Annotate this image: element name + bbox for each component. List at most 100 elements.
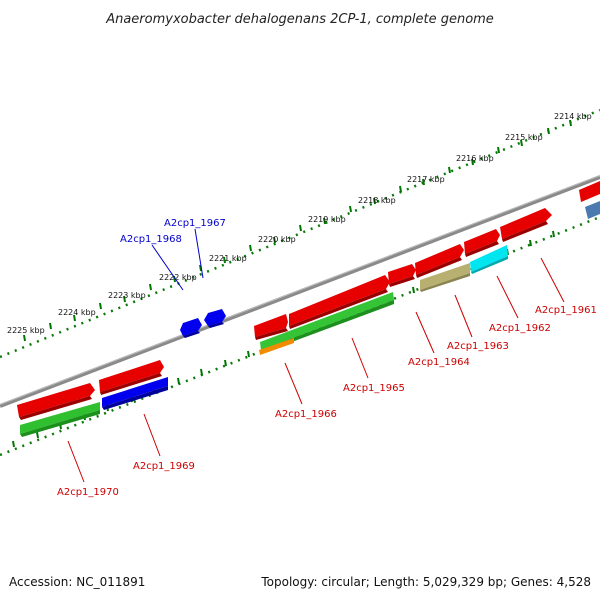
cog-bar-1963-shade bbox=[420, 273, 470, 292]
leader-1965 bbox=[351, 337, 369, 379]
major-tick bbox=[49, 322, 52, 330]
kbp-label: 2225 kbp bbox=[7, 326, 45, 335]
leader-1963 bbox=[454, 294, 473, 338]
leader-1966 bbox=[284, 362, 303, 405]
reverse-genes bbox=[180, 309, 226, 338]
leader-1962 bbox=[496, 275, 519, 319]
major-tick bbox=[23, 334, 26, 342]
genome-backbone bbox=[0, 175, 600, 408]
major-tick bbox=[247, 350, 250, 358]
kbp-label: 2216 kbp bbox=[456, 154, 494, 163]
major-tick bbox=[249, 244, 252, 252]
cog-bar-1962-shade bbox=[471, 256, 508, 274]
gene-label-1966[interactable]: A2cp1_1966 bbox=[275, 409, 337, 420]
gene-label-1967[interactable]: A2cp1_1967 bbox=[164, 218, 226, 229]
gene-arrow-1966[interactable] bbox=[254, 314, 288, 337]
major-tick bbox=[529, 239, 532, 247]
major-tick bbox=[373, 197, 376, 205]
gene-arrow-1965-shade bbox=[289, 289, 388, 329]
leader-1969 bbox=[143, 413, 161, 457]
gene-label-1965[interactable]: A2cp1_1965 bbox=[343, 383, 405, 394]
major-tick bbox=[200, 368, 203, 376]
major-tick bbox=[448, 166, 451, 174]
major-tick bbox=[323, 217, 326, 225]
major-tick bbox=[273, 236, 276, 244]
major-tick bbox=[569, 119, 572, 127]
gene-label-1964[interactable]: A2cp1_1964 bbox=[408, 357, 470, 368]
cog-bar-1969-shade bbox=[102, 386, 168, 410]
major-tick bbox=[399, 185, 402, 193]
gene-arrow-1970[interactable] bbox=[17, 383, 95, 417]
cog-bar-1970-shade bbox=[20, 410, 100, 437]
cog-bar-1966 bbox=[259, 338, 294, 355]
major-tick bbox=[123, 295, 126, 303]
genome-summary-text: Topology: circular; Length: 5,029,329 bp… bbox=[260, 575, 591, 589]
major-tick bbox=[73, 314, 76, 322]
cog-bar-1969 bbox=[102, 377, 168, 407]
gene-arrow-1963-shade bbox=[416, 257, 462, 278]
major-tick bbox=[99, 302, 102, 310]
gene-label-1970[interactable]: A2cp1_1970 bbox=[57, 487, 119, 498]
gene-arrow-1965[interactable] bbox=[289, 275, 390, 326]
kbp-label: 2220 kbp bbox=[258, 235, 296, 244]
leader-1968 bbox=[151, 244, 184, 291]
kbp-label: 2215 kbp bbox=[505, 133, 543, 142]
major-tick bbox=[36, 431, 39, 439]
gene-arrow-1969[interactable] bbox=[99, 360, 164, 392]
gene-arrow-1969-shade bbox=[100, 373, 162, 395]
major-tick bbox=[177, 377, 180, 385]
gene-arrow-1961-shade bbox=[502, 221, 548, 242]
leader-1961 bbox=[540, 257, 565, 303]
kbp-label: 2219 kbp bbox=[308, 215, 346, 224]
major-tick bbox=[199, 264, 202, 272]
leader-1964 bbox=[415, 311, 435, 354]
kbp-label: 2214 kbp bbox=[554, 112, 592, 121]
major-tick bbox=[520, 139, 523, 147]
major-tick bbox=[299, 224, 302, 232]
major-tick bbox=[497, 146, 500, 154]
kbp-label: 2221 kbp bbox=[209, 254, 247, 263]
cog-bar-1962 bbox=[470, 245, 508, 272]
gene-arrow-1967[interactable] bbox=[204, 309, 226, 326]
major-tick bbox=[224, 359, 227, 367]
major-tick bbox=[223, 256, 226, 264]
major-tick bbox=[471, 158, 474, 166]
kbp-labels: 2214 kbp 2215 kbp 2216 kbp 2217 kbp 2218 kbp… bbox=[7, 112, 592, 335]
leader-1970 bbox=[67, 440, 85, 483]
gene-label-1962[interactable]: A2cp1_1962 bbox=[489, 323, 551, 334]
major-tick bbox=[552, 230, 555, 238]
cog-bar-1970 bbox=[20, 402, 100, 434]
major-tick bbox=[547, 127, 550, 135]
forward-genes bbox=[17, 181, 600, 420]
gene-label-1968[interactable]: A2cp1_1968 bbox=[120, 234, 182, 245]
gene-arrow-1961[interactable] bbox=[500, 208, 552, 239]
gene-arrow-edge bbox=[579, 181, 600, 202]
major-tick bbox=[349, 205, 352, 213]
map-title: Anaeromyxobacter dehalogenans 2CP-1, com… bbox=[105, 12, 494, 27]
kbp-label: 2224 kbp bbox=[58, 308, 96, 317]
kbp-label: 2217 kbp bbox=[407, 175, 445, 184]
major-tick bbox=[412, 286, 415, 294]
cog-feature-bars bbox=[20, 201, 600, 437]
major-tick bbox=[422, 178, 425, 186]
gene-arrow-1970-shade bbox=[19, 396, 92, 420]
genome-backbone-highlight bbox=[0, 175, 600, 405]
major-tick bbox=[149, 283, 152, 291]
cog-bar-1965-shade bbox=[261, 300, 394, 353]
gene-arrow-1968-shade bbox=[183, 331, 200, 338]
cog-bar-1965 bbox=[260, 292, 394, 350]
cog-bar-1963 bbox=[420, 263, 470, 290]
gene-label-1963[interactable]: A2cp1_1963 bbox=[447, 341, 509, 352]
gene-arrow-1966-shade bbox=[255, 328, 288, 340]
gene-labels: A2cp1_1961 A2cp1_1962 A2cp1_1963 A2cp1_1… bbox=[57, 218, 597, 498]
gene-arrow-1962[interactable] bbox=[464, 229, 500, 254]
gene-arrow-1964[interactable] bbox=[388, 264, 416, 284]
kbp-label: 2223 kbp bbox=[108, 291, 146, 300]
gene-arrow-1963[interactable] bbox=[415, 244, 464, 275]
gene-arrow-1967-shade bbox=[208, 322, 224, 328]
cog-bar-edge bbox=[585, 201, 600, 219]
leader-1967 bbox=[194, 228, 204, 279]
gene-label-1961[interactable]: A2cp1_1961 bbox=[535, 305, 597, 316]
gene-label-1969[interactable]: A2cp1_1969 bbox=[133, 461, 195, 472]
